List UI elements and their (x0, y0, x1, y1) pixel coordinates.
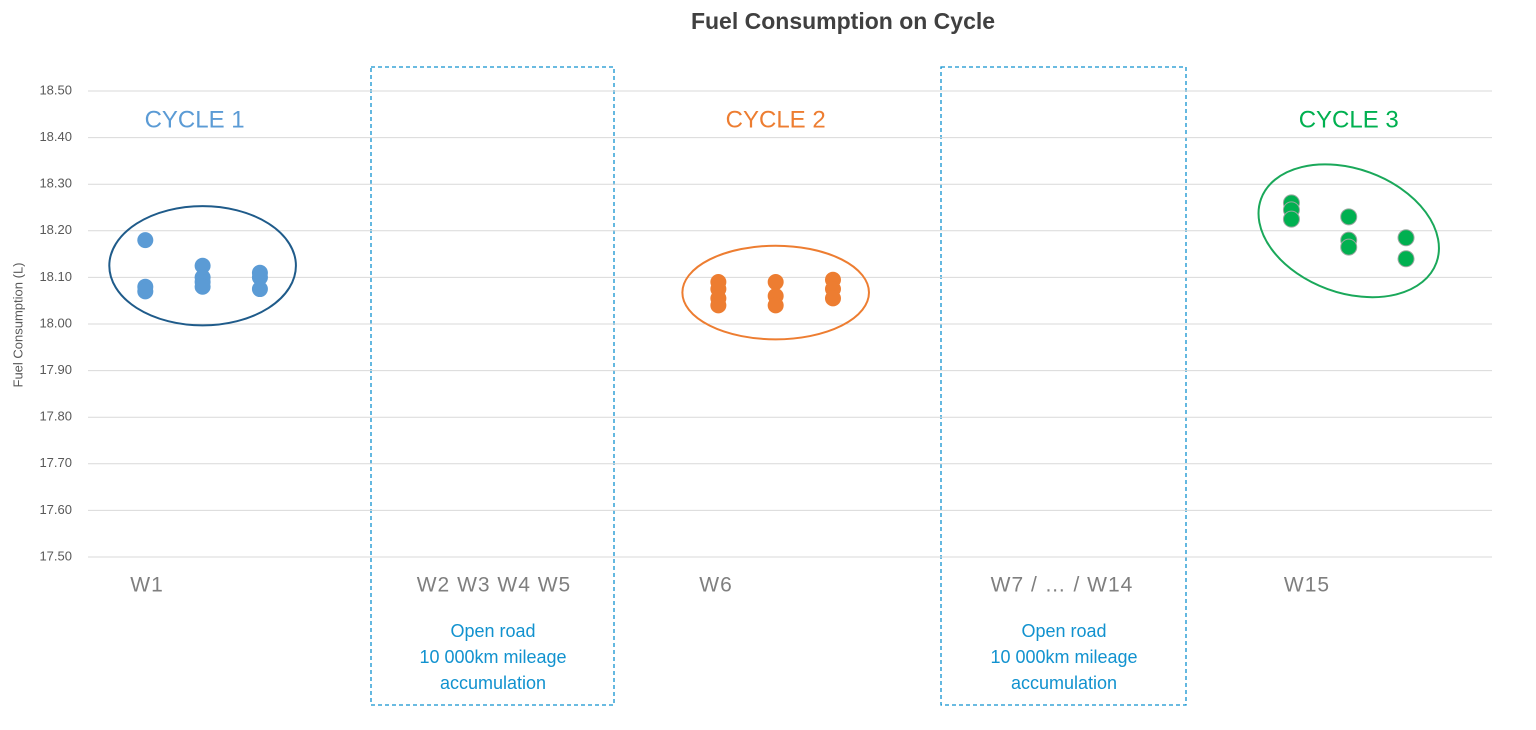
group-ellipse (108, 205, 297, 327)
y-tick-label: 18.30 (39, 176, 72, 191)
y-tick-label: 18.10 (39, 269, 72, 284)
note: Open road (450, 621, 535, 641)
x-label: W6 (699, 574, 733, 597)
x-label: W1 (130, 574, 164, 597)
dashed-box (940, 66, 1187, 706)
y-tick-label: 17.80 (39, 409, 72, 424)
group-ellipse (1257, 163, 1440, 299)
point (1340, 208, 1358, 226)
point (194, 257, 211, 274)
point (137, 283, 154, 300)
point (251, 269, 268, 286)
y-tick-label: 17.50 (39, 548, 72, 563)
cycle-label: CYCLE 3 (1299, 106, 1399, 133)
note: 10 000km mileage (990, 647, 1137, 667)
y-tick-label: 18.40 (39, 129, 72, 144)
y-tick-label: 17.70 (39, 455, 72, 470)
point (824, 290, 841, 307)
y-tick-label: 18.50 (39, 82, 72, 97)
point (251, 281, 268, 298)
point (1340, 238, 1358, 256)
y-tick-label: 17.60 (39, 502, 72, 517)
point (137, 232, 154, 249)
note: 10 000km mileage (419, 647, 566, 667)
cycle-label: CYCLE 1 (145, 106, 245, 133)
dashed-box (370, 66, 615, 706)
cycle-label: CYCLE 2 (726, 106, 826, 133)
point (1397, 229, 1415, 247)
y-tick-label: 18.20 (39, 222, 72, 237)
chart-title: Fuel Consumption on Cycle (691, 8, 995, 34)
y-axis-label: Fuel Consumption (L) (10, 263, 25, 388)
x-label: W7 / … / W14 (991, 574, 1134, 597)
group-ellipse (681, 244, 870, 341)
note: Open road (1021, 621, 1106, 641)
y-tick-label: 17.90 (39, 362, 72, 377)
note: accumulation (440, 673, 546, 693)
x-label: W15 (1284, 574, 1330, 597)
y-tick-label: 18.00 (39, 315, 72, 330)
note: accumulation (1011, 673, 1117, 693)
point (194, 278, 211, 295)
point (1397, 250, 1415, 268)
point (767, 274, 784, 291)
point (710, 297, 727, 314)
point (1282, 210, 1300, 228)
x-label: W2 W3 W4 W5 (417, 574, 572, 597)
point (767, 297, 784, 314)
